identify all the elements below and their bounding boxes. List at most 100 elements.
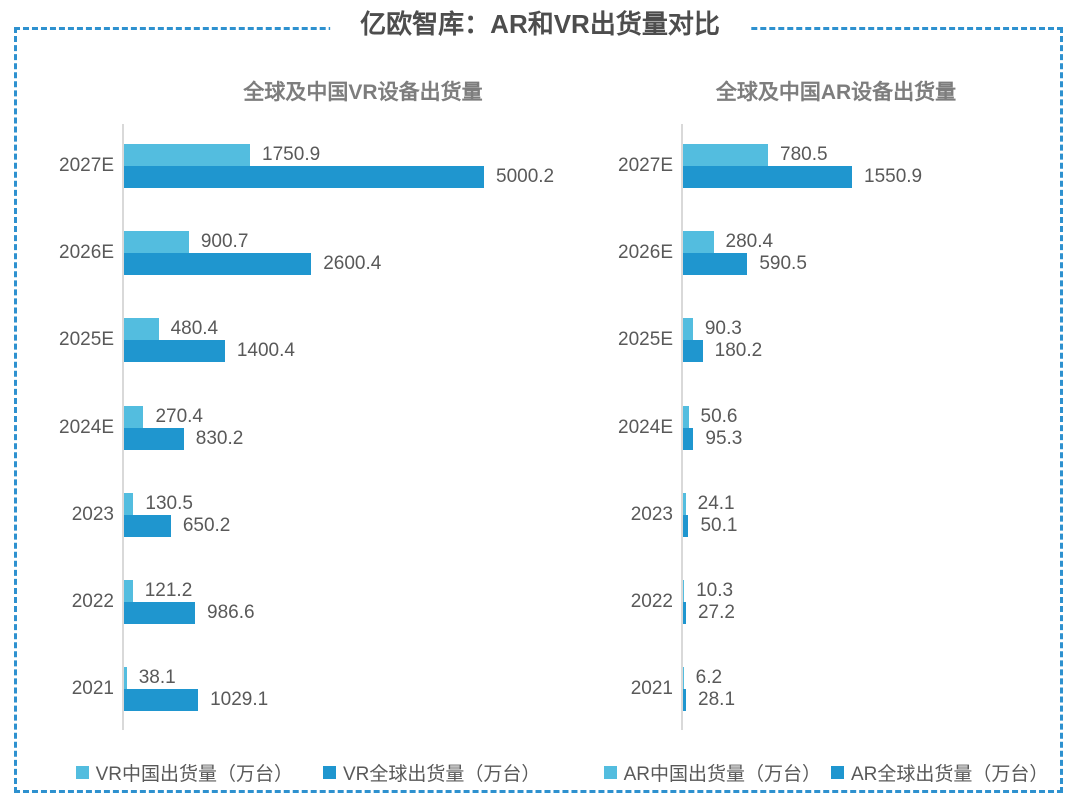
value-label: 6.2 [695,667,723,689]
rows: 2027E 1750.9 5000.2 2026E 900.7 2600.4 2025E 48… [30,122,586,733]
bar-group: 50.6 95.3 [683,405,852,450]
bar-china [124,580,133,603]
category-label: 2024E [59,416,114,438]
bar-line: 27.2 [683,602,852,625]
legend-item-vr-china: VR中国出货量（万台） [75,759,293,786]
bar-china [124,318,159,341]
legend-label: VR全球出货量（万台） [343,764,541,786]
value-label: 1550.9 [864,165,923,187]
bar-line: 986.6 [124,602,484,625]
value-label: 50.1 [700,514,738,536]
bar-line: 24.1 [683,492,852,515]
value-label: 830.2 [195,427,244,449]
category-label: 2021 [71,678,114,700]
bar-line: 38.1 [124,667,484,690]
legend-label: AR全球出货量（万台） [851,764,1049,786]
bar-group: 1750.9 5000.2 [124,143,554,188]
value-label: 50.6 [700,405,738,427]
bar-china [683,143,769,166]
bar-global [124,514,171,537]
bar-china [124,492,134,515]
bar-line: 280.4 [683,230,852,253]
value-label: 590.5 [759,252,807,274]
legend-item-ar-china: AR中国出货量（万台） [603,759,821,786]
bar-china [124,405,144,428]
vr-chart: 全球及中国VR设备出货量 2027E 1750.9 5000.2 2026E 900.7… [30,78,586,786]
value-label: 650.2 [182,514,231,536]
bar-line: 1400.4 [124,340,484,363]
bar-group: 90.3 180.2 [683,318,852,363]
value-label: 2600.4 [323,252,382,274]
bar-china [683,318,693,341]
bar-china [683,580,685,603]
rows: 2027E 780.5 1550.9 2026E 280.4 590.5 2025E 90.3… [589,122,1063,733]
bar-global [124,165,484,188]
bar-line: 1029.1 [124,689,484,712]
bar-row: 2026E 280.4 590.5 [589,209,1063,296]
category-label: 2027E [618,154,673,176]
vr-chart-title: 全球及中国VR设备出货量 [243,81,483,104]
page-title: 亿欧智库：AR和VR出货量对比 [330,6,750,42]
bar-china [124,230,189,253]
bar-global [683,165,852,188]
value-label: 90.3 [704,318,742,340]
value-label: 900.7 [200,230,249,252]
category-label: 2023 [630,503,673,525]
bar-line: 10.3 [683,580,852,603]
category-label: 2022 [630,591,673,613]
legend-item-ar-global: AR全球出货量（万台） [831,759,1048,786]
bar-line: 1550.9 [683,165,922,188]
value-label: 10.3 [696,580,734,602]
ar-chart: 全球及中国AR设备出货量 2027E 780.5 1550.9 2026E 280.4 5… [589,78,1063,786]
value-label: 986.6 [207,602,255,624]
legend-label: VR中国出货量（万台） [95,764,293,786]
ar-chart-title: 全球及中国AR设备出货量 [715,81,957,104]
bar-row: 2026E 900.7 2600.4 [30,209,586,296]
bar-line: 28.1 [683,689,852,712]
bar-row: 2022 121.2 986.6 [30,558,586,645]
bar-group: 6.2 28.1 [683,667,852,712]
bar-group: 130.5 650.2 [124,492,484,537]
value-label: 28.1 [698,689,736,711]
value-label: 180.2 [714,340,763,362]
bar-line: 1750.9 [124,143,484,166]
bar-line: 5000.2 [124,165,554,188]
bar-global [683,340,703,363]
bar-global [683,427,694,450]
bar-line: 270.4 [124,405,484,428]
value-label: 1400.4 [236,340,295,362]
category-label: 2026E [59,241,114,263]
value-label: 480.4 [170,318,219,340]
value-label: 130.5 [145,492,193,514]
bar-row: 2023 24.1 50.1 [589,471,1063,558]
category-label: 2025E [618,329,673,351]
bar-global [124,602,196,625]
bar-global [124,340,225,363]
bar-china [124,667,127,690]
y-axis-line [681,124,683,731]
legend-swatch-china-icon [75,766,89,780]
bar-global [683,602,686,625]
bar-line: 590.5 [683,252,852,275]
bar-china [683,230,714,253]
category-label: 2027E [59,154,114,176]
category-label: 2024E [618,416,673,438]
bar-row: 2022 10.3 27.2 [589,558,1063,645]
bar-line: 50.6 [683,405,852,428]
bar-group: 280.4 590.5 [683,230,852,275]
bar-global [124,689,199,712]
bar-row: 2021 38.1 1029.1 [30,646,586,733]
value-label: 1029.1 [210,689,269,711]
bar-line: 50.1 [683,514,852,537]
bar-line: 780.5 [683,143,852,166]
bar-global [683,689,687,712]
bar-line: 130.5 [124,492,484,515]
bar-group: 780.5 1550.9 [683,143,922,188]
value-label: 5000.2 [496,165,555,187]
bar-group: 121.2 986.6 [124,580,484,625]
bar-line: 6.2 [683,667,852,690]
legend-swatch-global-icon [323,766,336,780]
value-label: 280.4 [725,230,774,252]
y-axis-line [122,124,124,731]
bar-row: 2021 6.2 28.1 [589,646,1063,733]
